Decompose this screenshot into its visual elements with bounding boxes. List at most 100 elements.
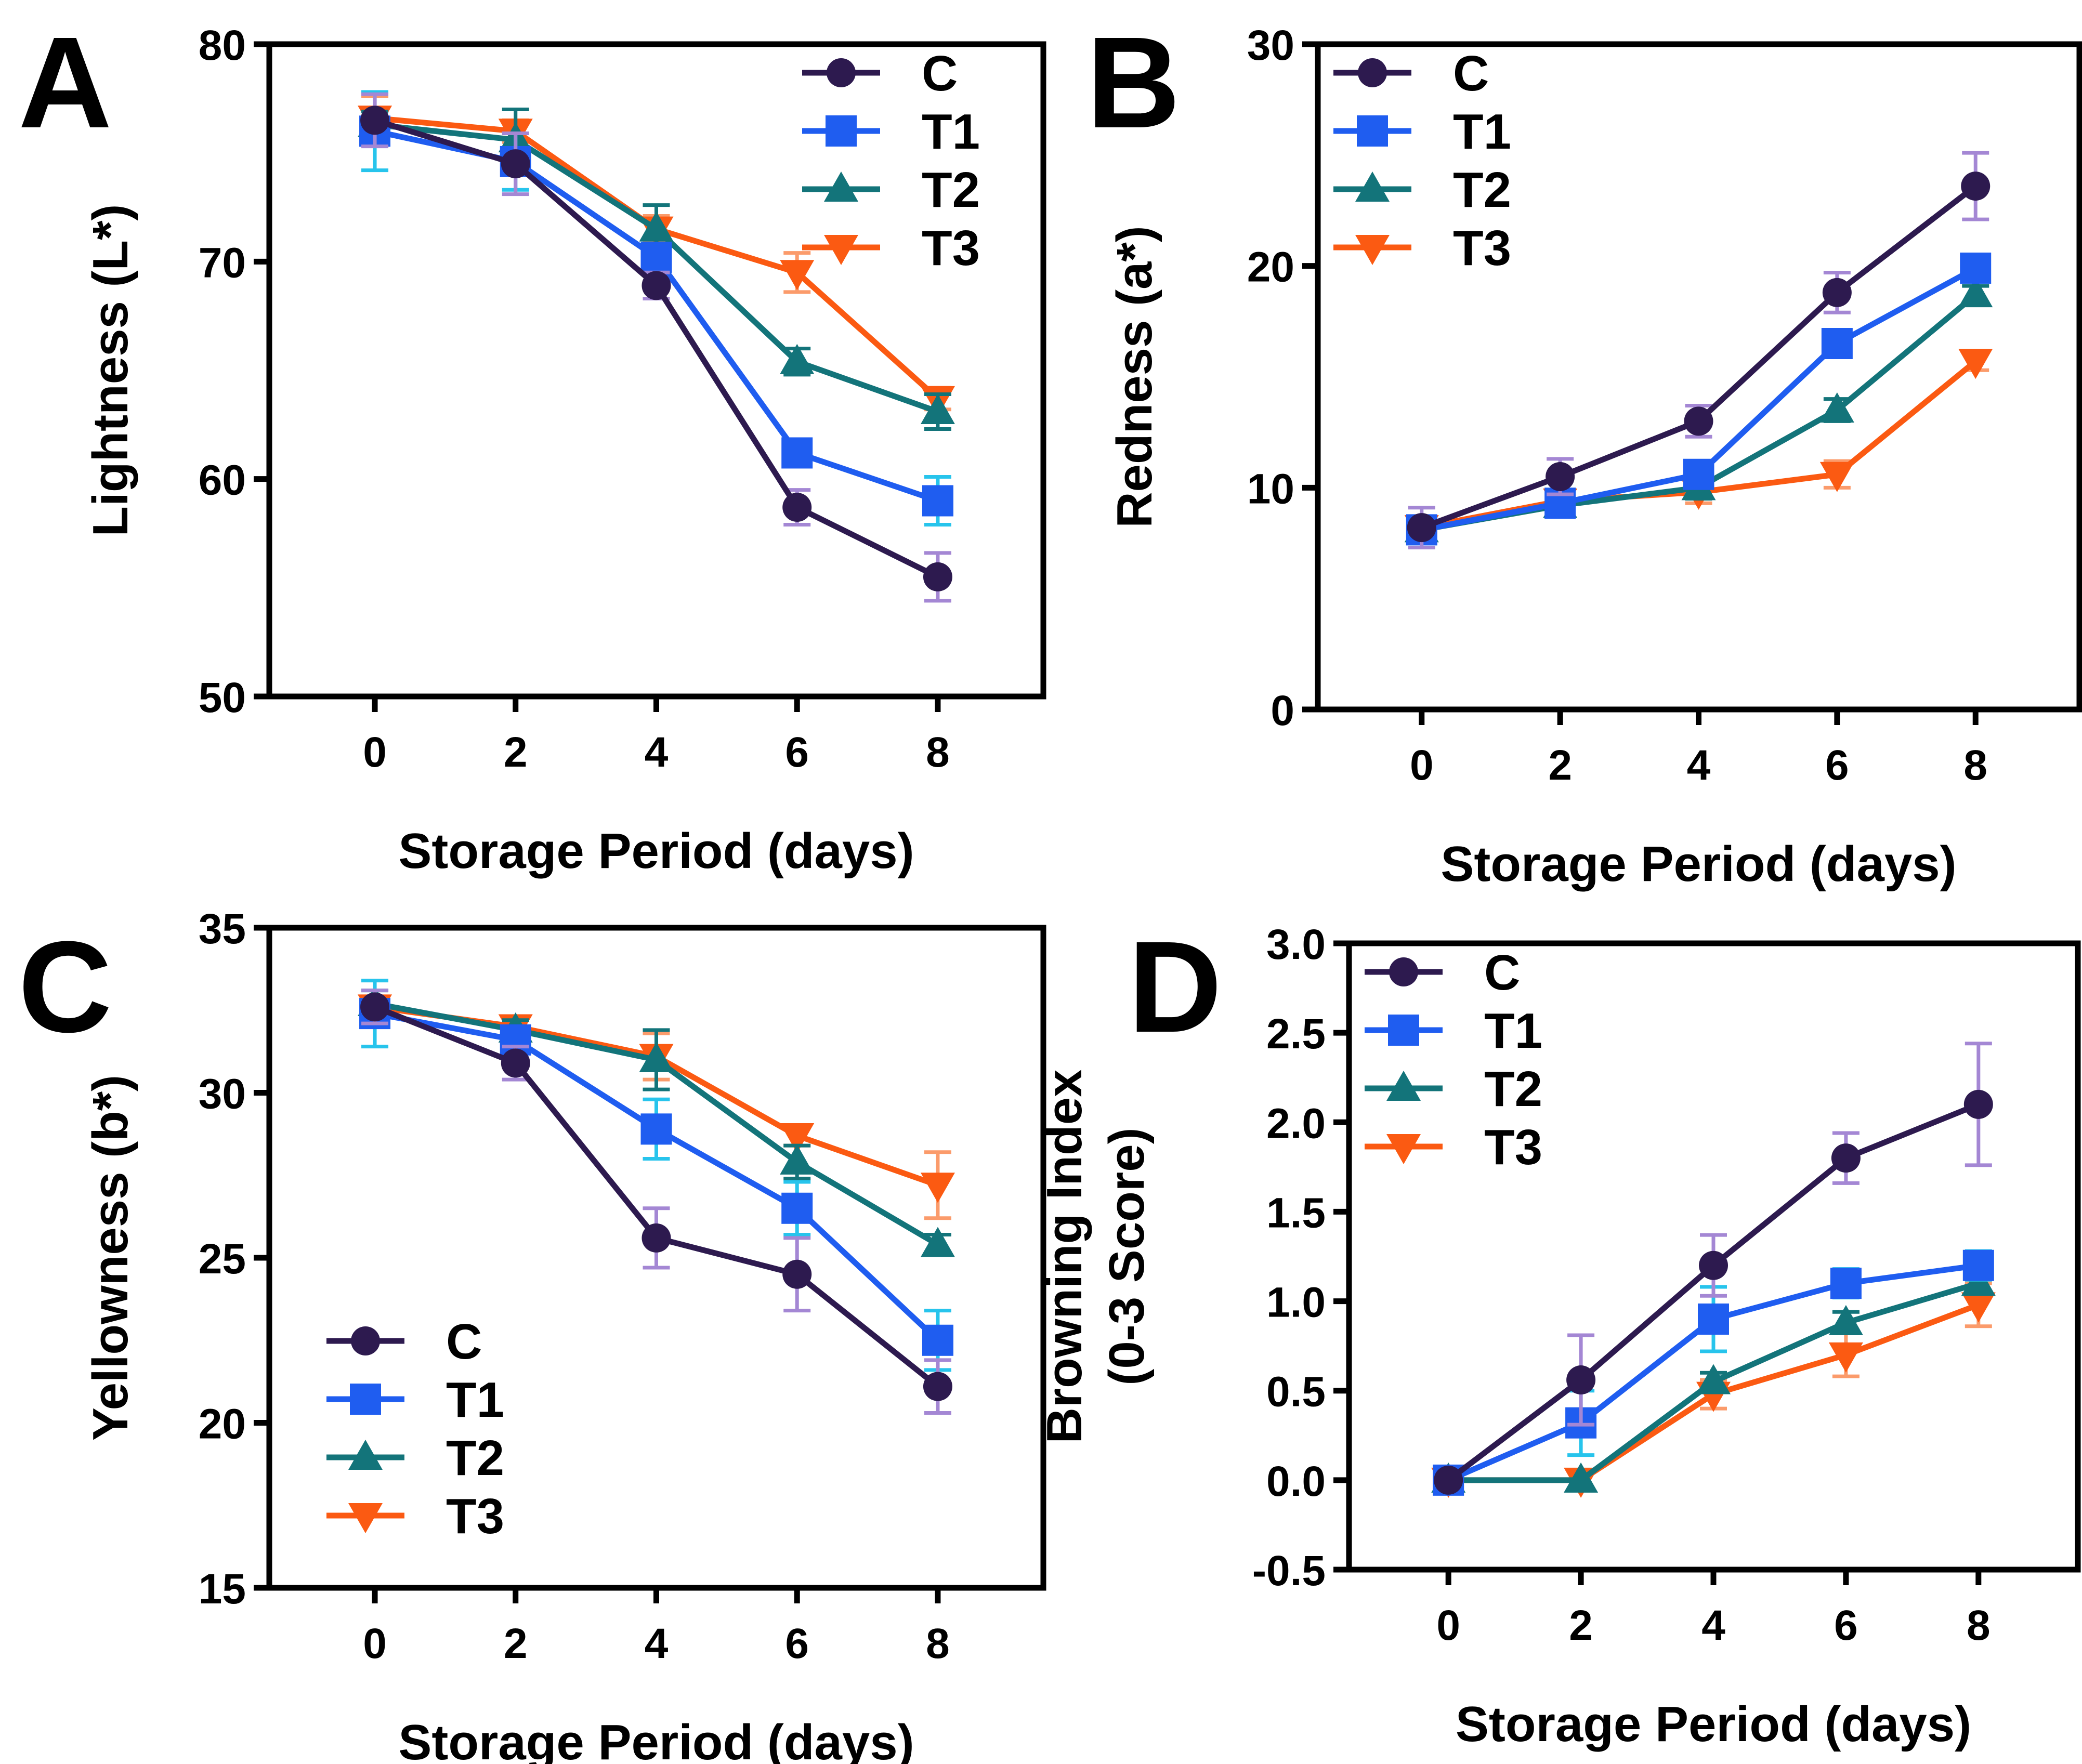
x-tick-label: 0 [363,729,387,776]
data-point [922,1324,953,1356]
x-tick-label: 6 [1834,1602,1858,1649]
data-point [1819,462,1854,492]
data-point [1819,392,1854,423]
legend-marker [1389,957,1418,986]
y-tick-label: 35 [199,905,246,953]
legend-label: T1 [446,1372,504,1428]
data-point [1407,513,1436,543]
legend-label: T1 [1453,104,1511,160]
data-point [501,1048,530,1078]
data-point [640,241,672,273]
data-point [641,271,671,300]
legend-marker [1388,1015,1419,1046]
data-point [1822,278,1852,307]
data-point [922,485,953,517]
x-axis-title: Storage Period (days) [1456,1696,1971,1752]
legend-marker [1355,172,1390,202]
panel-C: C 15 20 25 30 35 0 2 4 6 8 Storage Period (days) Yel… [18,905,1046,1764]
data-point [780,344,815,374]
legend-marker [826,115,857,147]
x-tick-label: 4 [1687,742,1711,789]
data-point [641,1223,671,1253]
y-tick-label: 2.5 [1266,1010,1326,1058]
x-tick-label: 0 [1410,742,1434,789]
legend-label: T2 [922,162,980,218]
data-point [1699,1250,1728,1280]
legend-marker [824,172,858,202]
legend-label: C [1453,46,1489,101]
data-point [1831,1143,1861,1173]
data-point [1961,172,1991,201]
y-tick-label: 15 [199,1565,246,1613]
x-tick-label: 8 [1963,742,1987,789]
x-tick-label: 0 [363,1620,387,1667]
y-tick-label: 25 [199,1235,246,1283]
x-tick-label: 2 [1569,1602,1593,1649]
x-tick-label: 4 [1701,1602,1725,1649]
data-point [1828,1342,1863,1373]
y-axis-title: (0-3 Score) [1099,1127,1155,1385]
data-point [923,562,952,591]
series-T2 [358,986,955,1257]
data-point [1960,252,1992,284]
data-point [780,1123,815,1154]
x-axis-title: Storage Period (days) [398,823,914,879]
y-tick-label: 70 [199,239,246,286]
data-point [782,1259,812,1289]
y-tick-label: 20 [199,1401,246,1448]
panel-label-C: C [18,914,112,1059]
series-C [360,92,952,603]
y-tick-label: 80 [199,22,246,69]
data-point [501,149,530,179]
data-point [781,437,813,469]
panel-label-A: A [18,10,112,155]
legend-marker [824,235,858,265]
data-point [782,493,812,522]
y-tick-label: 30 [1247,22,1294,69]
data-point [1821,328,1853,359]
panel-D: D -0.5 0.0 0.5 1.0 1.5 2.0 2.5 3.0 0 2 4 6 8 Storage P… [1037,914,2081,1752]
y-tick-label: 10 [1247,465,1294,512]
legend-label: C [446,1314,482,1370]
legend-label: T2 [1484,1061,1542,1117]
y-tick-label: 2.0 [1266,1100,1326,1147]
legend-label: T3 [922,220,980,276]
x-tick-label: 6 [1825,742,1849,789]
y-tick-label: 1.0 [1266,1279,1326,1326]
panel-label-D: D [1128,914,1222,1059]
series-C [360,989,952,1415]
x-tick-label: 6 [785,1620,809,1667]
data-point [1830,1268,1862,1299]
data-point [923,1372,952,1401]
legend-label: T3 [1484,1120,1542,1175]
data-point [1546,462,1575,491]
x-axis-title: Storage Period (days) [398,1715,914,1764]
y-axis-title: Redness (a*) [1107,226,1162,528]
data-point [1962,1249,1994,1281]
legend-marker [348,1440,383,1470]
panel-label-B: B [1086,10,1181,155]
data-point [780,260,815,291]
legend-marker [827,58,856,87]
plot-frame [1315,41,2082,713]
series-T1 [359,90,953,527]
legend-label: T1 [1484,1003,1542,1059]
y-tick-label: 0.0 [1266,1458,1326,1505]
legend-marker [348,1503,383,1533]
y-tick-label: 60 [199,457,246,504]
y-tick-label: 0 [1271,687,1294,734]
x-tick-label: 2 [504,729,528,776]
y-tick-label: 50 [199,674,246,721]
legend-label: T3 [446,1489,504,1544]
data-point [360,992,390,1022]
legend-label: T3 [1453,220,1511,276]
legend-marker [351,1326,380,1355]
y-tick-label: 30 [199,1071,246,1118]
data-point [1434,1465,1463,1495]
x-tick-label: 4 [645,1620,669,1667]
data-point [781,1192,813,1224]
data-point [780,1144,815,1175]
